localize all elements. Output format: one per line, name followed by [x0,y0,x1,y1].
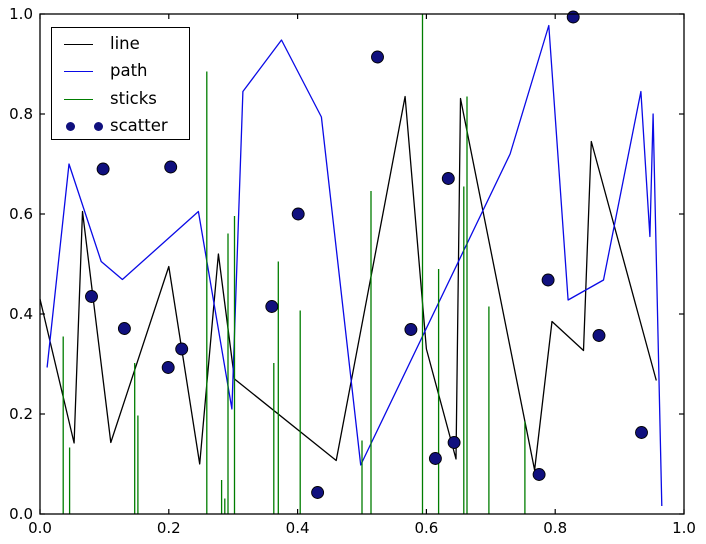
scatter-swatch-dot [66,121,75,131]
scatter-point [635,426,648,439]
scatter-point [164,160,178,174]
line-swatch-zone [64,30,110,58]
y-tick-label: 0.0 [9,505,33,523]
scatter-point [447,436,461,449]
scatter-point [371,50,384,64]
scatter-point [404,323,418,336]
x-tick-label: 1.0 [672,519,696,537]
scatter-point [532,468,546,481]
legend-item-scatter: scatter [52,113,189,141]
y-tick-label: 1.0 [9,5,33,23]
line-series [39,95,657,471]
scatter-point [161,361,175,374]
legend-item-path: path [52,58,189,86]
legend-label-scatter: scatter [110,116,168,135]
legend-item-sticks: sticks [52,85,189,113]
scatter-swatch-dot [94,121,103,131]
scatter-point [428,452,442,465]
sticks-swatch [64,98,93,100]
scatter-point [265,300,279,313]
sticks-swatch-zone [64,85,110,113]
legend-label-line: line [110,33,140,53]
y-tick-label: 0.2 [9,405,33,423]
scatter-point [311,486,325,499]
scatter-point [291,207,305,221]
legend-label-sticks: sticks [110,88,157,108]
path-series [46,24,663,507]
x-tick-label: 0.4 [286,519,310,537]
y-tick-label: 0.6 [9,205,33,223]
scatter-swatch-zone [64,113,110,141]
scatter-point [566,10,580,24]
scatter-point [117,322,131,335]
scatter-point [541,273,555,287]
x-tick-label: 0.8 [543,519,567,537]
y-tick-label: 0.4 [9,305,33,323]
legend: line path sticks scatter [51,27,190,140]
scatter-point [96,162,110,176]
legend-item-line: line [52,30,189,58]
x-tick-label: 0.6 [414,519,438,537]
x-tick-label: 0.0 [28,519,52,537]
scatter-point [85,290,98,303]
path-swatch-zone [64,58,110,86]
line-swatch [64,43,93,45]
x-tick-label: 0.2 [157,519,181,537]
path-swatch [64,71,93,73]
scatter-point [441,172,455,185]
y-tick-label: 0.8 [9,105,33,123]
legend-label-path: path [110,61,148,80]
scatter-point [175,342,189,356]
scatter-point [592,329,606,342]
axes-frame [39,13,685,515]
